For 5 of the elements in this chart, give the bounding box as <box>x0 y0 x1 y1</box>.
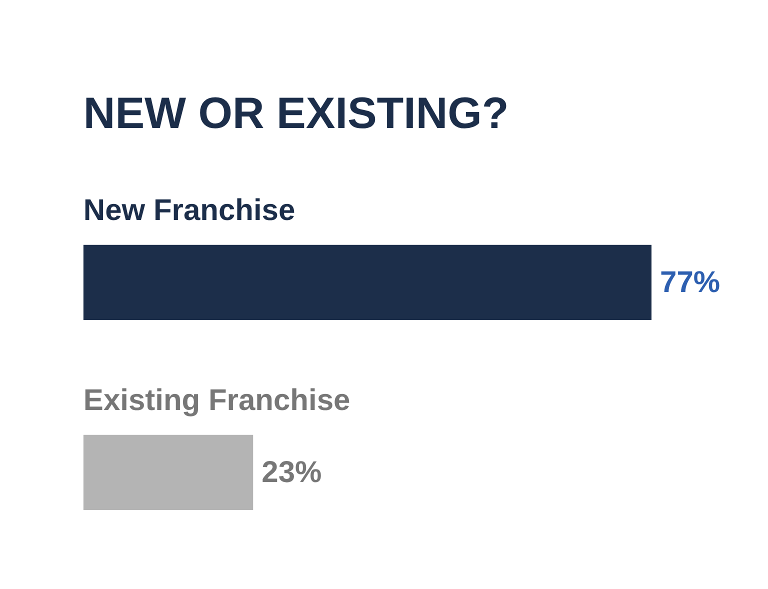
y-tick-label: New Franchise <box>83 194 296 227</box>
data-label: 23% <box>262 456 322 489</box>
y-tick-label: Existing Franchise <box>83 384 350 417</box>
data-label: 77% <box>660 266 720 299</box>
chart-title: NEW OR EXISTING? <box>83 88 509 138</box>
